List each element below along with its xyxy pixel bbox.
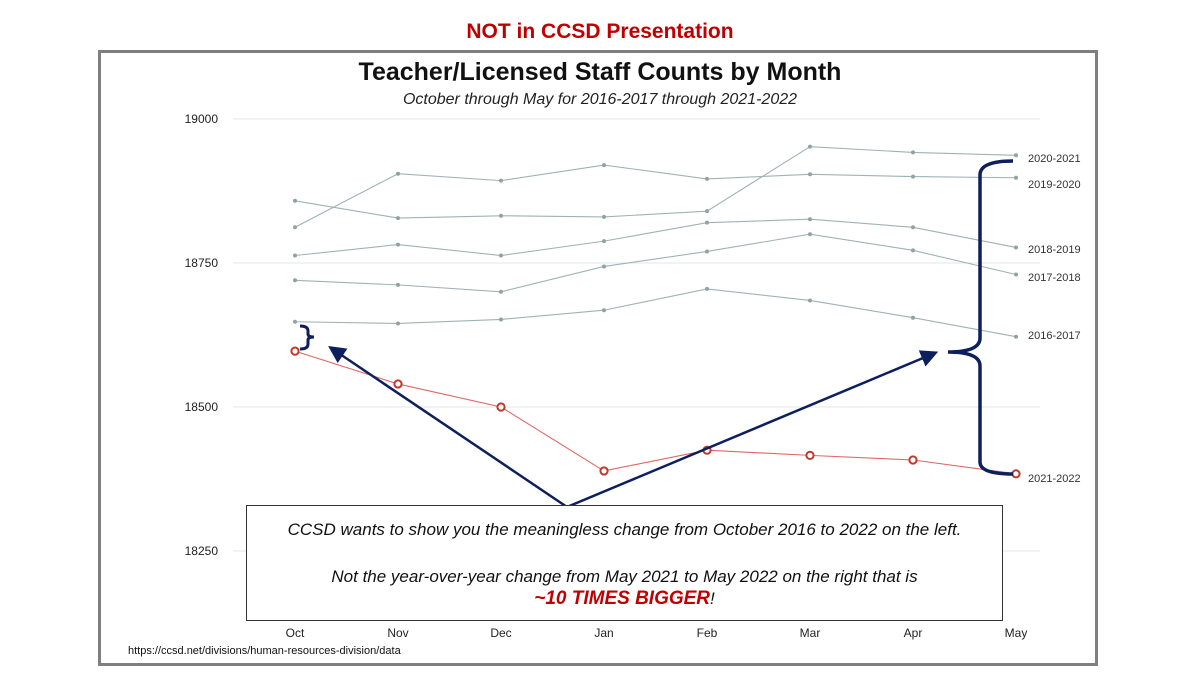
y-tick-label: 18250	[185, 544, 219, 558]
series-line	[294, 288, 1017, 338]
data-point	[496, 402, 506, 412]
x-tick-label: Jan	[594, 626, 613, 640]
data-point	[908, 455, 918, 465]
data-point	[808, 217, 812, 222]
callout-suffix: !	[710, 589, 715, 608]
data-point	[911, 315, 915, 320]
data-point	[499, 253, 503, 258]
data-point	[602, 239, 606, 244]
arrow-right	[566, 350, 939, 509]
series-labels: 2016-2017 2017-2018 2018-2019 2019-2020 2020…	[1028, 153, 1081, 485]
annotations	[299, 159, 1014, 509]
data-point	[599, 466, 609, 476]
series-label: 2018-2019	[1028, 244, 1081, 256]
data-point	[602, 264, 606, 269]
x-tick-label: Dec	[490, 626, 511, 640]
data-point	[705, 249, 709, 254]
data-point	[396, 282, 400, 287]
data-point	[396, 216, 400, 221]
callout-line-2: Not the year-over-year change from May 2…	[331, 567, 918, 586]
data-point	[808, 172, 812, 177]
data-point	[393, 379, 403, 389]
y-tick-label: 18750	[185, 256, 219, 270]
data-point	[499, 317, 503, 322]
y-tick-label: 18500	[185, 400, 219, 414]
data-point	[1014, 245, 1018, 250]
data-point	[1014, 334, 1018, 339]
data-point	[1014, 175, 1018, 180]
data-point	[1011, 469, 1021, 479]
x-tick-label: Nov	[387, 626, 408, 640]
data-point	[911, 248, 915, 253]
data-point	[293, 198, 297, 203]
callout-emphasis: ~10 TIMES BIGGER	[534, 588, 711, 609]
data-point	[705, 176, 709, 181]
left-bracket	[299, 324, 315, 351]
data-point	[293, 253, 297, 258]
data-point	[293, 225, 297, 230]
data-point	[1014, 272, 1018, 277]
series-label: 2016-2017	[1028, 330, 1081, 342]
series-label: 2020-2021	[1028, 153, 1081, 165]
series-label: 2019-2020	[1028, 179, 1081, 191]
data-point	[808, 232, 812, 237]
data-point	[705, 286, 709, 291]
callout-line-3: ~10 TIMES BIGGER!	[247, 588, 1002, 610]
x-tick-label: Feb	[697, 626, 718, 640]
series-line	[294, 350, 1017, 475]
top-banner: NOT in CCSD Presentation	[466, 20, 734, 43]
data-point	[808, 144, 812, 149]
chart-subtitle: October through May for 2016-2017 throug…	[402, 91, 798, 108]
x-tick-label: Mar	[800, 626, 821, 640]
data-point	[396, 171, 400, 176]
data-point	[1014, 153, 1018, 158]
right-bracket	[947, 159, 1014, 476]
data-point	[808, 298, 812, 303]
series-line	[294, 233, 1017, 293]
x-axis-ticks: Oct Nov Dec Jan Feb Mar Apr May	[286, 626, 1028, 640]
data-point	[293, 319, 297, 324]
x-tick-label: Oct	[286, 626, 305, 640]
data-point	[705, 220, 709, 225]
data-point	[290, 346, 300, 356]
data-point	[911, 174, 915, 179]
x-tick-label: May	[1005, 626, 1028, 640]
data-point	[396, 321, 400, 326]
data-point	[602, 308, 606, 313]
data-point	[602, 214, 606, 219]
data-point	[911, 150, 915, 155]
source-url: https://ccsd.net/divisions/human-resourc…	[128, 645, 401, 657]
callout-box: CCSD wants to show you the meaningless c…	[246, 505, 1003, 621]
series-lines	[290, 144, 1021, 479]
series-label: 2017-2018	[1028, 272, 1081, 284]
callout-line-1: CCSD wants to show you the meaningless c…	[287, 520, 962, 539]
series-line	[294, 146, 1017, 219]
series-line	[294, 218, 1017, 257]
chart-title: Teacher/Licensed Staff Counts by Month	[358, 58, 842, 86]
series-line	[294, 164, 1017, 228]
data-point	[705, 209, 709, 214]
arrow-left	[328, 346, 568, 509]
data-point	[499, 213, 503, 218]
data-point	[499, 289, 503, 294]
data-point	[911, 225, 915, 230]
data-point	[602, 163, 606, 168]
y-tick-label: 19000	[185, 112, 219, 126]
data-point	[499, 178, 503, 183]
series-label: 2021-2022	[1028, 473, 1081, 485]
data-point	[805, 450, 815, 460]
y-axis-ticks: 18250 18500 18750 19000	[185, 112, 219, 558]
gridlines	[233, 118, 1040, 552]
data-point	[293, 278, 297, 283]
x-tick-label: Apr	[904, 626, 923, 640]
data-point	[396, 242, 400, 247]
